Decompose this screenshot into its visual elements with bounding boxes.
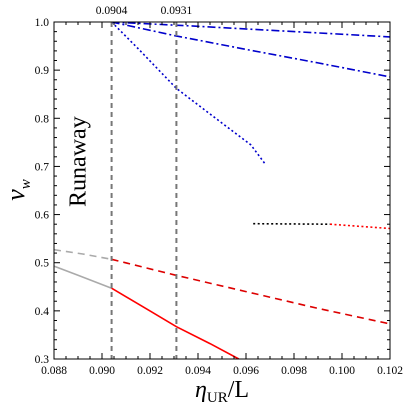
y-axis-label: vw — [1, 179, 34, 201]
x-tick-label: 0.096 — [233, 365, 259, 377]
x-tick-label: 0.088 — [41, 365, 67, 377]
reference-line-label: 0.0931 — [161, 5, 193, 17]
x-tick-label: 0.090 — [89, 365, 115, 377]
y-tick-label: 0.6 — [35, 210, 50, 222]
y-tick-label: 0.5 — [35, 258, 50, 270]
y-tick-label: 0.7 — [35, 161, 50, 173]
series-6-line — [54, 248, 112, 261]
runaway-annotation: Runaway — [66, 116, 92, 207]
series-4-line — [253, 222, 331, 225]
series-9-line — [111, 287, 240, 359]
y-tick-label: 0.3 — [35, 354, 50, 366]
series-5-line — [329, 223, 390, 230]
ticks-group: 0.088 0.090 0.092 0.094 0.096 0.098 0.100 0.102… — [35, 17, 404, 377]
reference-line-labels: 0.0904 0.0931 — [96, 5, 193, 17]
y-tick-label: 0.8 — [35, 113, 50, 125]
series-2-line — [111, 22, 390, 78]
plot-frame — [53, 21, 391, 360]
x-tick-label: 0.100 — [329, 365, 355, 377]
plot-series-group — [54, 22, 390, 359]
series-1-line — [111, 22, 390, 38]
reference-lines-group — [110, 22, 178, 359]
series-7-line — [111, 258, 390, 325]
x-axis-label: ηUR/L — [195, 377, 249, 406]
x-tick-label: 0.098 — [281, 365, 307, 377]
y-tick-label: 1.0 — [35, 17, 50, 29]
y-tick-label: 0.4 — [35, 306, 50, 318]
y-tick-label: 0.9 — [35, 65, 50, 77]
x-tick-label: 0.102 — [377, 365, 403, 377]
series-3-line — [111, 22, 266, 165]
x-tick-label: 0.092 — [137, 365, 163, 377]
x-tick-label: 0.094 — [185, 365, 211, 377]
series-8-line — [54, 265, 112, 289]
reference-line-label: 0.0904 — [96, 5, 128, 17]
